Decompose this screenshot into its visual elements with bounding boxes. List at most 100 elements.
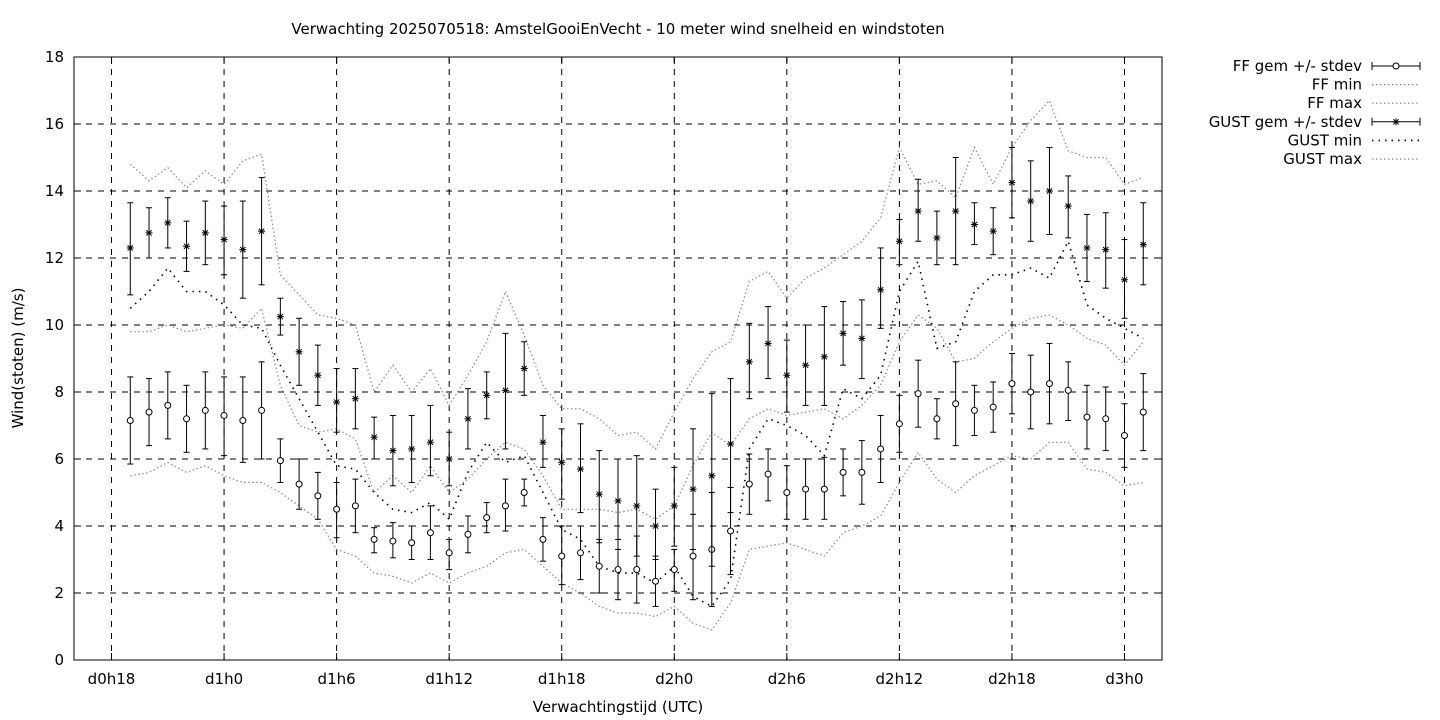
legend-label: FF max [1307, 94, 1362, 112]
legend-label: FF min [1312, 76, 1362, 94]
ff-mean-point [539, 535, 547, 543]
ff-mean-point [670, 566, 678, 574]
ff-errorbar [764, 448, 772, 502]
star-stroke [296, 348, 303, 355]
gust-errorbar [1045, 146, 1053, 236]
y-tick-label: 8 [54, 383, 64, 401]
gust-mean-point [145, 229, 153, 237]
star-stroke [483, 392, 490, 399]
gust-mean-point [802, 361, 810, 369]
ff-mean-point [727, 527, 735, 535]
ff-mean-point [501, 502, 509, 510]
x-tick-label: d2h18 [988, 670, 1036, 688]
gust-mean-point [745, 358, 753, 366]
gust-mean-point [1027, 197, 1035, 205]
gust-mean-point [764, 339, 772, 347]
star-stroke [858, 335, 865, 342]
gust-mean-point [201, 229, 209, 237]
y-tick-label: 0 [54, 651, 64, 669]
ff-errorbar [183, 384, 191, 453]
gust-errorbar [295, 317, 303, 386]
ff-errorbar [426, 505, 434, 560]
ff-mean-point [558, 552, 566, 560]
star-stroke [1046, 188, 1053, 194]
ff-errorbar [520, 478, 528, 507]
ff-errorbar [276, 438, 284, 483]
gust-errorbar [483, 371, 491, 420]
star-stroke [521, 365, 528, 372]
gust-mean-point [558, 458, 566, 466]
ff-mean-point [895, 420, 903, 428]
ff-errorbar [914, 359, 922, 428]
gust-errorbar [164, 197, 172, 249]
gust-errorbar [520, 341, 528, 396]
ff-mean-point [351, 502, 359, 510]
ff-mean-point [1120, 432, 1128, 440]
star-stroke [971, 221, 978, 228]
star-stroke [821, 353, 828, 360]
legend-entry: FF min [1312, 76, 1420, 94]
gust-mean-point [633, 502, 641, 510]
gust-mean-point [670, 502, 678, 510]
star-stroke [708, 472, 715, 479]
ff-errorbar [952, 361, 960, 447]
gust-errorbar [783, 339, 791, 413]
star-stroke [952, 208, 959, 215]
ff-errorbar [576, 525, 584, 581]
gust-errorbar [970, 202, 978, 246]
y-tick-label: 14 [45, 182, 64, 200]
star-stroke [840, 330, 847, 337]
error-bars [126, 146, 1147, 607]
gust-errorbar [576, 423, 584, 514]
ff-mean-point [839, 468, 847, 476]
gust-mean-point [820, 353, 828, 361]
legend-label: FF gem +/- stdev [1233, 57, 1362, 75]
ff-errorbar [989, 381, 997, 433]
ff-mean-point [145, 408, 153, 416]
gust-mean-point [952, 207, 960, 215]
ff-mean-point [295, 480, 303, 488]
ff-mean-point [1064, 386, 1072, 394]
star-stroke [146, 229, 152, 236]
gust-mean-point [576, 465, 584, 473]
ff-errorbar [1120, 403, 1128, 468]
x-tick-label: d2h12 [876, 670, 924, 688]
gust-errorbar [914, 178, 922, 242]
star-stroke [1140, 241, 1147, 248]
ff-errorbar [820, 456, 828, 520]
star-stroke [596, 491, 603, 498]
gust-errorbar [895, 218, 903, 266]
gust-errorbar [1083, 213, 1091, 282]
star-stroke [783, 372, 790, 379]
legend-label: GUST max [1283, 150, 1362, 168]
y-tick-label: 2 [54, 584, 64, 602]
gust-errorbar [1120, 239, 1128, 319]
gust-errorbar [464, 388, 472, 450]
star-stroke [183, 243, 190, 250]
star-stroke [540, 439, 546, 446]
ff-mean-point [764, 470, 772, 478]
gust-errorbar [558, 428, 566, 500]
gust-errorbar [1102, 212, 1110, 289]
gust-mean-point [483, 391, 491, 399]
ff-mean-point [595, 562, 603, 570]
gust-errorbar [689, 428, 697, 550]
gust-errorbar [408, 414, 416, 483]
ff-mean-point [783, 489, 791, 496]
legend-label: GUST min [1288, 131, 1362, 149]
star-stroke [615, 497, 621, 504]
gust-errorbar [126, 202, 134, 296]
gust-errorbar [370, 416, 378, 460]
star-stroke [127, 244, 134, 251]
gust-errorbar [1027, 160, 1035, 242]
gust-errorbar [351, 368, 359, 430]
ff-errorbar [802, 458, 810, 520]
ff-mean-point [408, 539, 416, 547]
x-tick-label: d3h0 [1105, 670, 1143, 688]
ff-mean-point [239, 416, 247, 424]
ff-mean-point [164, 401, 172, 409]
legend-entry: FF max [1307, 94, 1420, 112]
gust-errorbar [258, 177, 266, 286]
gust-errorbar [839, 301, 847, 366]
star-stroke [371, 434, 378, 441]
